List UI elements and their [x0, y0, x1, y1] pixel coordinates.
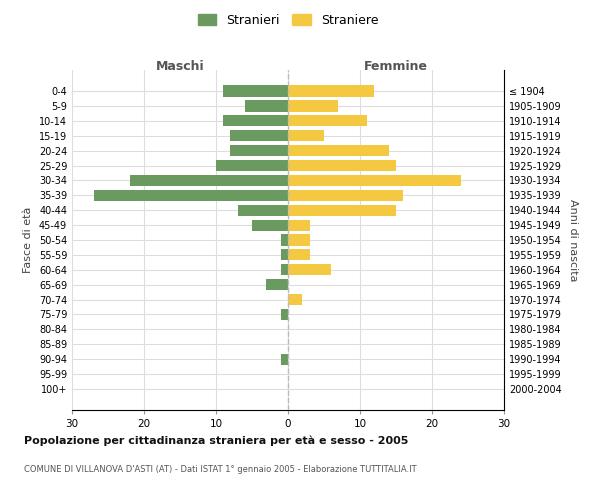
Bar	[216, 160, 288, 171]
Bar	[288, 100, 338, 112]
Bar	[288, 115, 367, 126]
Bar	[130, 175, 288, 186]
Bar	[230, 145, 288, 156]
Bar	[288, 250, 310, 260]
Bar	[223, 115, 288, 126]
Text: COMUNE DI VILLANOVA D'ASTI (AT) - Dati ISTAT 1° gennaio 2005 - Elaborazione TUTT: COMUNE DI VILLANOVA D'ASTI (AT) - Dati I…	[24, 465, 416, 474]
Text: Femmine: Femmine	[364, 60, 428, 73]
Bar	[288, 130, 324, 141]
Text: Maschi: Maschi	[155, 60, 205, 73]
Bar	[288, 204, 396, 216]
Bar	[281, 309, 288, 320]
Bar	[288, 294, 302, 305]
Legend: Stranieri, Straniere: Stranieri, Straniere	[195, 11, 381, 29]
Bar	[281, 250, 288, 260]
Bar	[288, 234, 310, 246]
Bar	[94, 190, 288, 201]
Text: Popolazione per cittadinanza straniera per età e sesso - 2005: Popolazione per cittadinanza straniera p…	[24, 435, 409, 446]
Bar	[288, 190, 403, 201]
Y-axis label: Anni di nascita: Anni di nascita	[568, 198, 578, 281]
Bar	[266, 279, 288, 290]
Bar	[288, 160, 396, 171]
Bar	[288, 175, 461, 186]
Y-axis label: Fasce di età: Fasce di età	[23, 207, 33, 273]
Bar	[245, 100, 288, 112]
Bar	[238, 204, 288, 216]
Bar	[281, 354, 288, 365]
Bar	[281, 264, 288, 276]
Bar	[288, 145, 389, 156]
Bar	[288, 220, 310, 230]
Bar	[288, 86, 374, 96]
Bar	[288, 264, 331, 276]
Bar	[281, 234, 288, 246]
Bar	[252, 220, 288, 230]
Bar	[223, 86, 288, 96]
Bar	[230, 130, 288, 141]
